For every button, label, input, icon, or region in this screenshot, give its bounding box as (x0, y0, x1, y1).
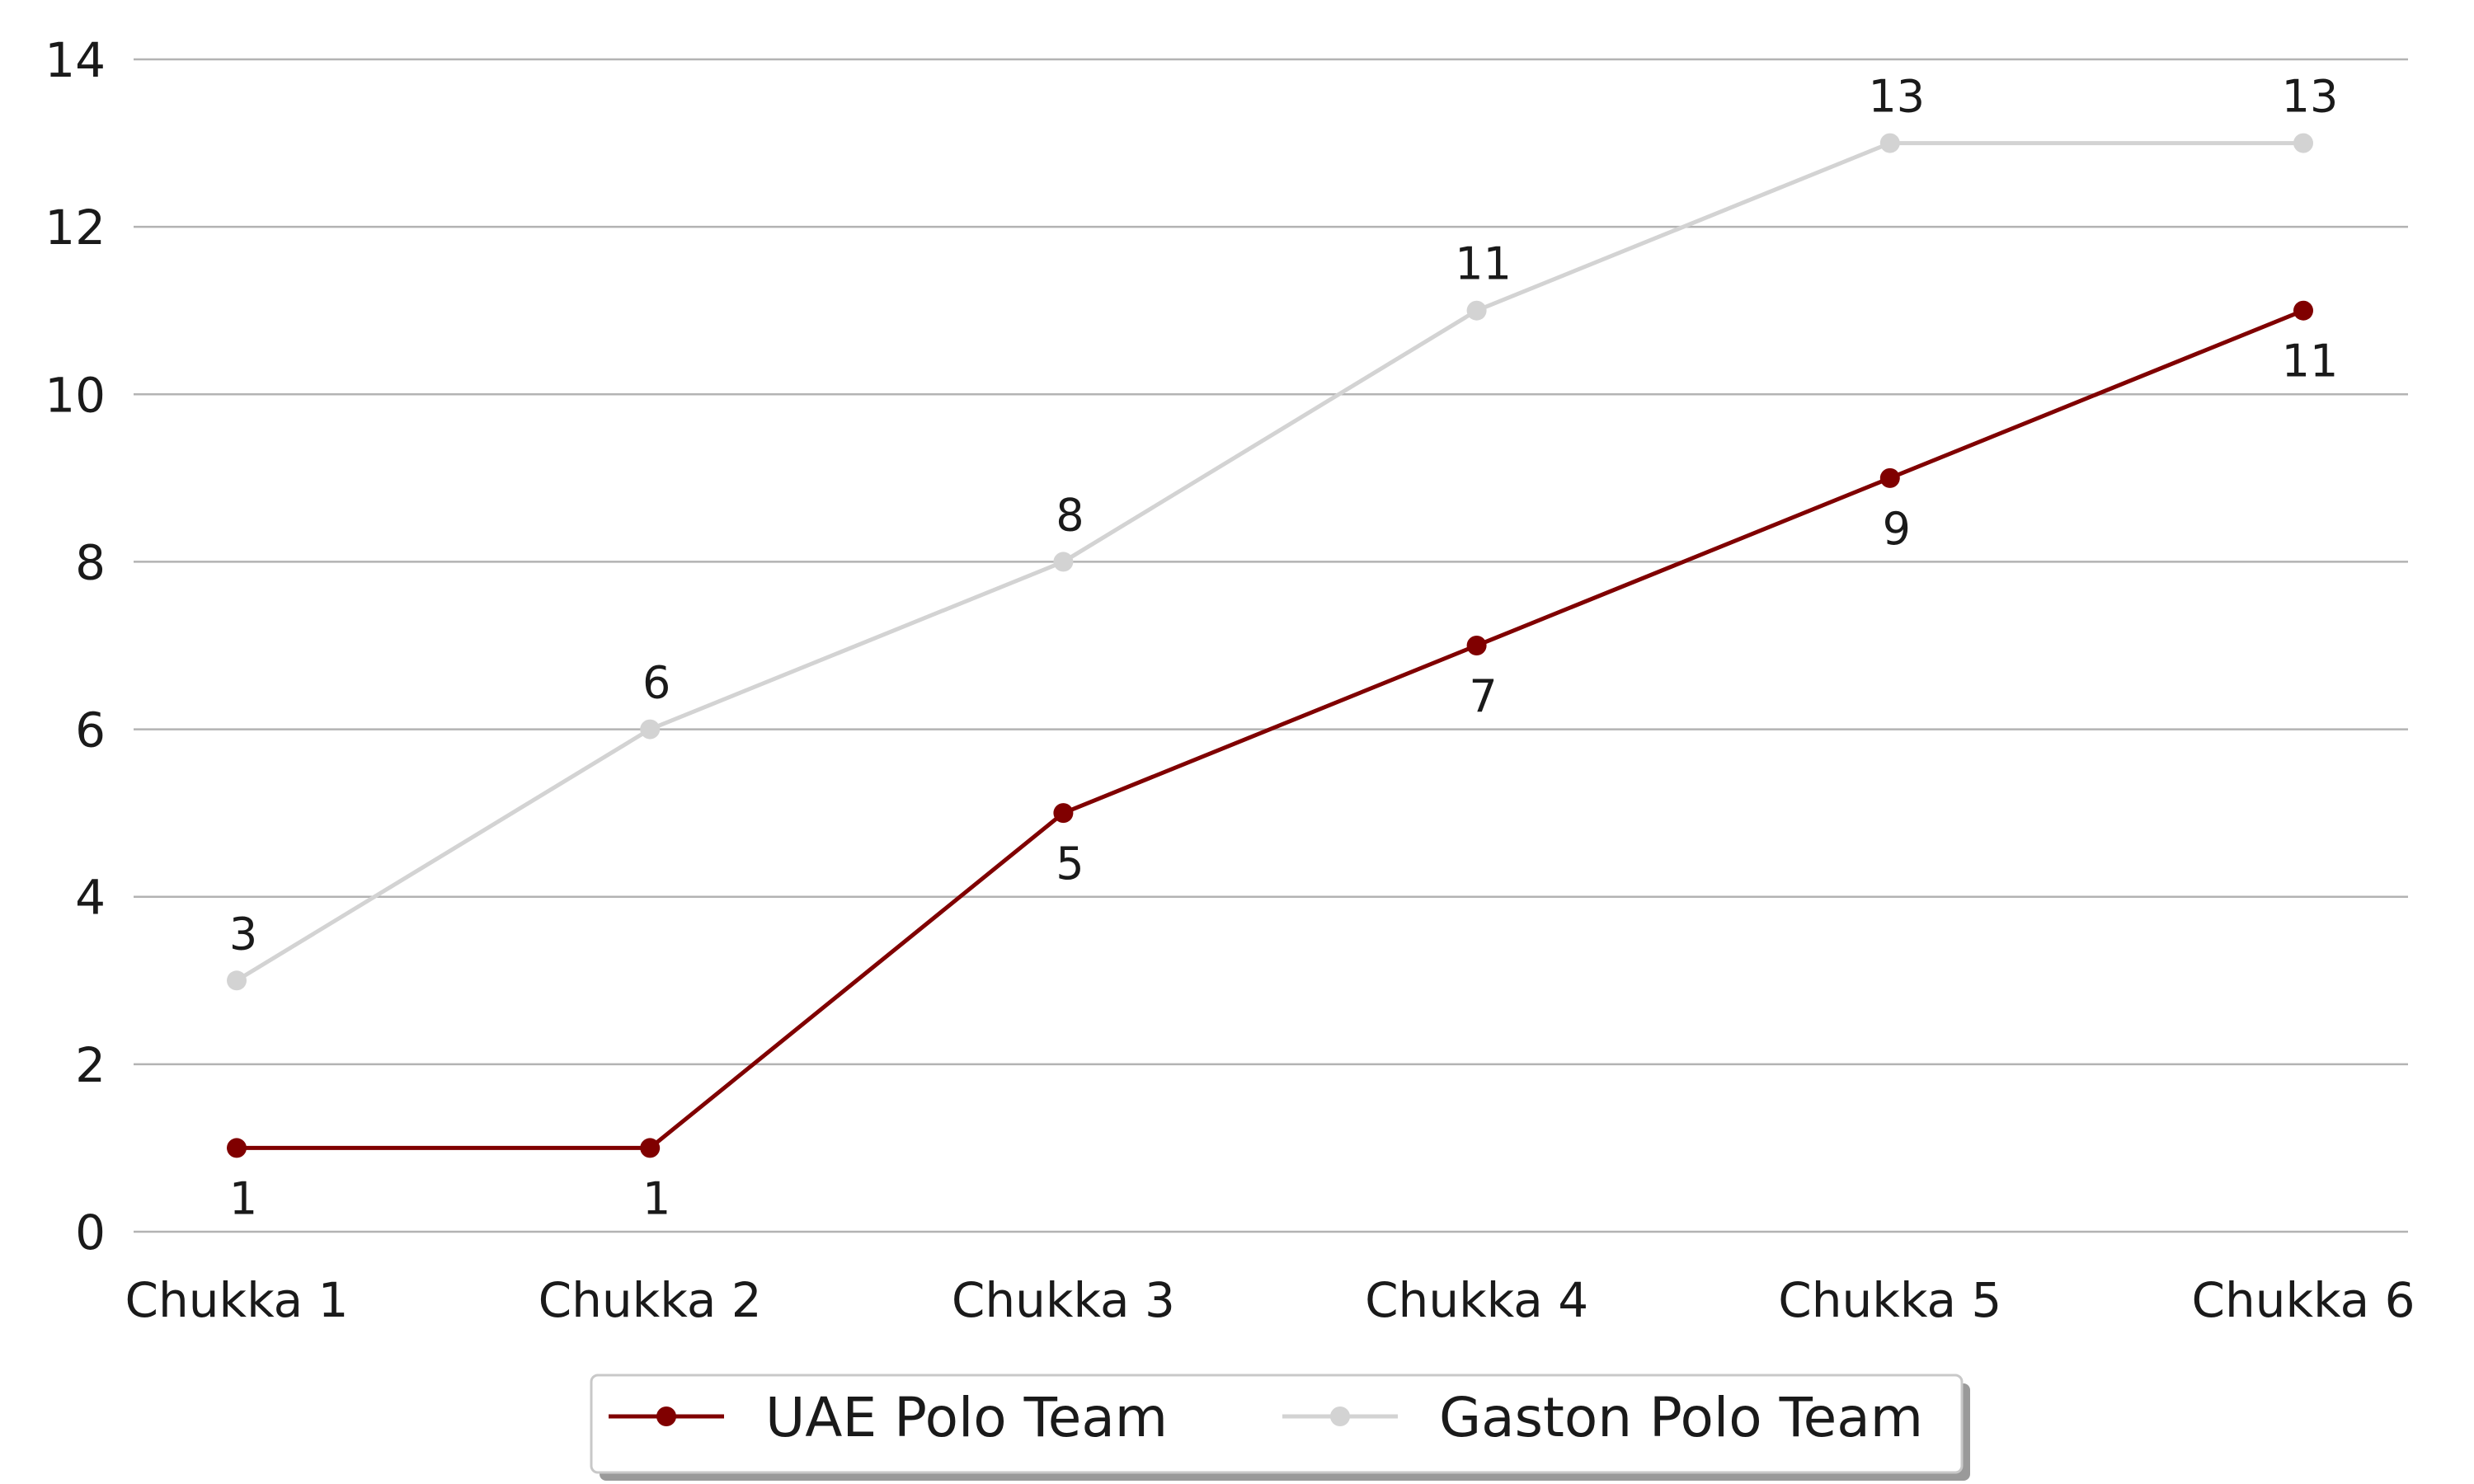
data-label: 11 (2282, 336, 2339, 387)
series-line (237, 308, 2304, 1150)
data-label: 6 (642, 657, 670, 709)
data-label: 7 (1469, 670, 1497, 722)
data-point (227, 1138, 247, 1158)
data-point (1879, 133, 1900, 153)
data-point (2293, 300, 2313, 321)
x-tick-label: Chukka 3 (952, 1272, 1175, 1328)
legend-box (590, 1374, 1964, 1474)
y-tick-label: 10 (45, 367, 106, 423)
legend: UAE Polo Team Gaston Polo Team (590, 1374, 1970, 1481)
x-tick-label: Chukka 1 (125, 1272, 348, 1328)
legend-marker (1330, 1407, 1350, 1426)
x-tick-label: Chukka 4 (1365, 1272, 1588, 1328)
series-line (235, 141, 2303, 983)
y-tick-label: 8 (75, 534, 106, 590)
data-point (227, 970, 247, 991)
data-label: 13 (2282, 71, 2339, 123)
y-tick-label: 14 (45, 32, 106, 88)
x-tick-label: Chukka 2 (539, 1272, 762, 1328)
data-label: 3 (229, 908, 257, 960)
data-point (640, 1138, 661, 1158)
data-label: 11 (1455, 238, 1512, 290)
data-point (1053, 803, 1074, 824)
data-label: 9 (1883, 503, 1911, 555)
legend-label: Gaston Polo Team (1439, 1386, 1923, 1449)
data-label: 5 (1056, 838, 1084, 890)
y-tick-label: 0 (75, 1205, 106, 1261)
grid-layer (134, 58, 2408, 1233)
data-label: 1 (229, 1172, 257, 1224)
data-point (1466, 300, 1487, 321)
y-axis-ticks: 0 2 4 6 8 10 12 14 (45, 32, 106, 1261)
data-label: 1 (642, 1172, 670, 1224)
x-axis-ticks: Chukka 1 Chukka 2 Chukka 3 Chukka 4 Chukka 5… (125, 1272, 2415, 1328)
y-tick-label: 6 (75, 702, 106, 758)
x-tick-label: Chukka 6 (2191, 1272, 2415, 1328)
data-point (2293, 133, 2313, 153)
data-point (640, 719, 661, 740)
data-label: 13 (1868, 71, 1925, 123)
y-tick-label: 12 (45, 200, 106, 256)
data-point (1879, 467, 1900, 488)
x-tick-label: Chukka 5 (1778, 1272, 2001, 1328)
series-layer (227, 133, 2313, 1158)
data-point (1466, 636, 1487, 655)
data-point (1053, 552, 1074, 572)
y-tick-label: 2 (75, 1037, 106, 1093)
legend-marker (656, 1407, 676, 1426)
y-tick-label: 4 (75, 870, 106, 926)
data-label: 8 (1056, 489, 1084, 541)
legend-label: UAE Polo Team (765, 1386, 1168, 1449)
